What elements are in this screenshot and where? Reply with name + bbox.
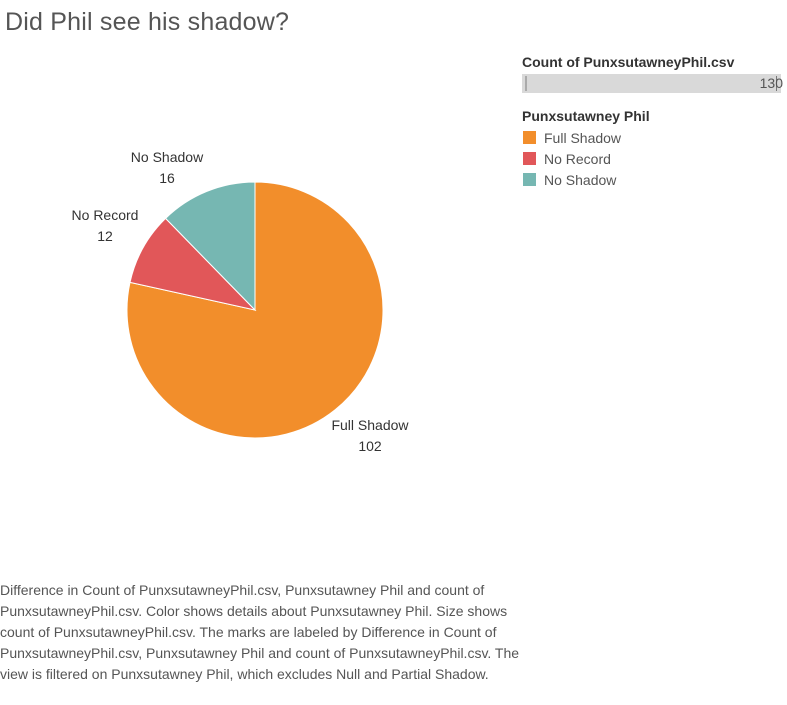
- legend-swatch: [523, 131, 536, 144]
- pie-slice-no-shadow[interactable]: [164, 181, 256, 312]
- size-legend-bar[interactable]: 130: [522, 74, 783, 93]
- size-legend: Count of PunxsutawneyPhil.csv 130: [522, 54, 785, 93]
- legend-item-no-shadow[interactable]: No Shadow: [522, 169, 650, 190]
- pie-slices: [126, 181, 384, 439]
- chart-title: Did Phil see his shadow?: [5, 8, 290, 36]
- pie-labels: Full Shadow 102 No Record 12 No Shadow 16: [72, 149, 410, 454]
- legend-label: Full Shadow: [544, 129, 622, 146]
- slice-label: No Record: [72, 207, 139, 223]
- legend-label: No Shadow: [544, 171, 617, 188]
- size-legend-min-tick: [525, 76, 527, 91]
- legend-label: No Record: [544, 150, 611, 167]
- color-legend: Punxsutawney Phil Full Shadow No Record …: [522, 108, 650, 190]
- size-legend-max-label: 130: [759, 75, 783, 91]
- slice-label: Full Shadow: [331, 417, 409, 433]
- size-legend-max-tick: [776, 76, 777, 91]
- legend-swatch: [523, 152, 536, 165]
- slice-value-label: 16: [159, 170, 175, 186]
- legend-item-full-shadow[interactable]: Full Shadow: [522, 127, 650, 148]
- color-legend-title: Punxsutawney Phil: [522, 108, 650, 124]
- pie-slice-full-shadow[interactable]: [126, 181, 384, 439]
- slice-label: No Shadow: [131, 149, 204, 165]
- legend-item-no-record[interactable]: No Record: [522, 148, 650, 169]
- slice-value-label: 102: [358, 438, 382, 454]
- legend-swatch: [523, 173, 536, 186]
- size-legend-title: Count of PunxsutawneyPhil.csv: [522, 54, 735, 70]
- chart-caption: Difference in Count of PunxsutawneyPhil.…: [0, 582, 520, 682]
- slice-value-label: 12: [97, 228, 113, 244]
